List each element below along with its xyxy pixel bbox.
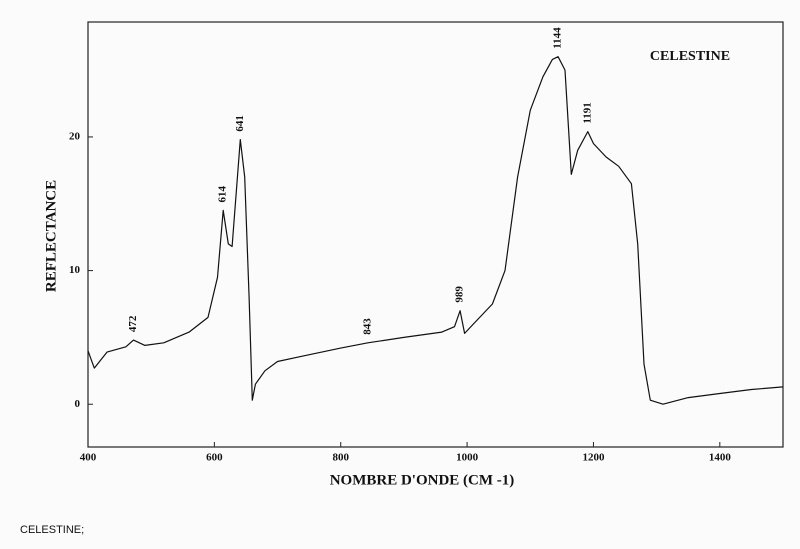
spectrum-line bbox=[87, 56, 784, 405]
x-tick-label: 400 bbox=[80, 452, 97, 464]
peak-label: 614 bbox=[217, 185, 229, 202]
x-tick-label: 800 bbox=[332, 452, 349, 464]
x-tick-label: 1200 bbox=[582, 452, 605, 464]
y-tick-label: 0 bbox=[75, 398, 81, 410]
y-tick-label: 20 bbox=[69, 130, 81, 142]
x-tick-label: 1000 bbox=[456, 452, 479, 464]
chart-title: CELESTINE bbox=[650, 49, 730, 64]
caption: CELESTINE; bbox=[20, 524, 84, 536]
x-tick-label: 1400 bbox=[709, 452, 732, 464]
x-axis-label: NOMBRE D'ONDE (CM -1) bbox=[330, 472, 515, 488]
y-tick-label: 10 bbox=[69, 264, 81, 276]
peak-label: 843 bbox=[361, 318, 373, 335]
plot-frame bbox=[87, 21, 784, 448]
peak-label: 989 bbox=[454, 286, 466, 303]
peak-label: 1144 bbox=[552, 27, 564, 49]
y-axis-label: REFLECTANCE bbox=[43, 180, 59, 292]
x-tick-label: 600 bbox=[206, 452, 223, 464]
peak-label: 472 bbox=[127, 315, 139, 332]
peak-label: 641 bbox=[234, 115, 246, 132]
peak-label: 1191 bbox=[581, 102, 593, 123]
